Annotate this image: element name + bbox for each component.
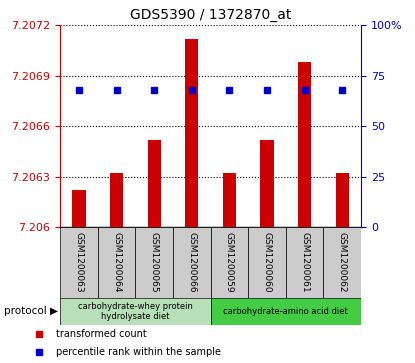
Bar	[60, 298, 211, 325]
Bar	[248, 227, 286, 298]
Bar	[336, 173, 349, 227]
Bar	[223, 173, 236, 227]
Text: GSM1200065: GSM1200065	[150, 232, 159, 293]
Bar	[60, 227, 98, 298]
Bar	[98, 227, 135, 298]
Bar	[185, 39, 198, 227]
Text: GSM1200060: GSM1200060	[263, 232, 271, 293]
Text: protocol ▶: protocol ▶	[4, 306, 58, 316]
Bar	[72, 190, 85, 227]
Text: percentile rank within the sample: percentile rank within the sample	[56, 347, 221, 357]
Bar	[261, 140, 273, 227]
Text: GSM1200066: GSM1200066	[187, 232, 196, 293]
Bar	[110, 173, 123, 227]
Bar	[173, 227, 210, 298]
Text: GSM1200064: GSM1200064	[112, 232, 121, 292]
Text: carbohydrate-amino acid diet: carbohydrate-amino acid diet	[223, 307, 348, 316]
Text: transformed count: transformed count	[56, 329, 147, 339]
Text: GSM1200059: GSM1200059	[225, 232, 234, 293]
Bar	[298, 62, 311, 227]
Bar	[211, 298, 361, 325]
Bar	[286, 227, 323, 298]
Bar	[323, 227, 361, 298]
Text: GSM1200062: GSM1200062	[338, 232, 347, 292]
Bar	[211, 227, 248, 298]
Text: carbohydrate-whey protein
hydrolysate diet: carbohydrate-whey protein hydrolysate di…	[78, 302, 193, 321]
Title: GDS5390 / 1372870_at: GDS5390 / 1372870_at	[130, 8, 291, 22]
Text: GSM1200063: GSM1200063	[74, 232, 83, 293]
Bar	[135, 227, 173, 298]
Bar	[148, 140, 161, 227]
Text: GSM1200061: GSM1200061	[300, 232, 309, 293]
